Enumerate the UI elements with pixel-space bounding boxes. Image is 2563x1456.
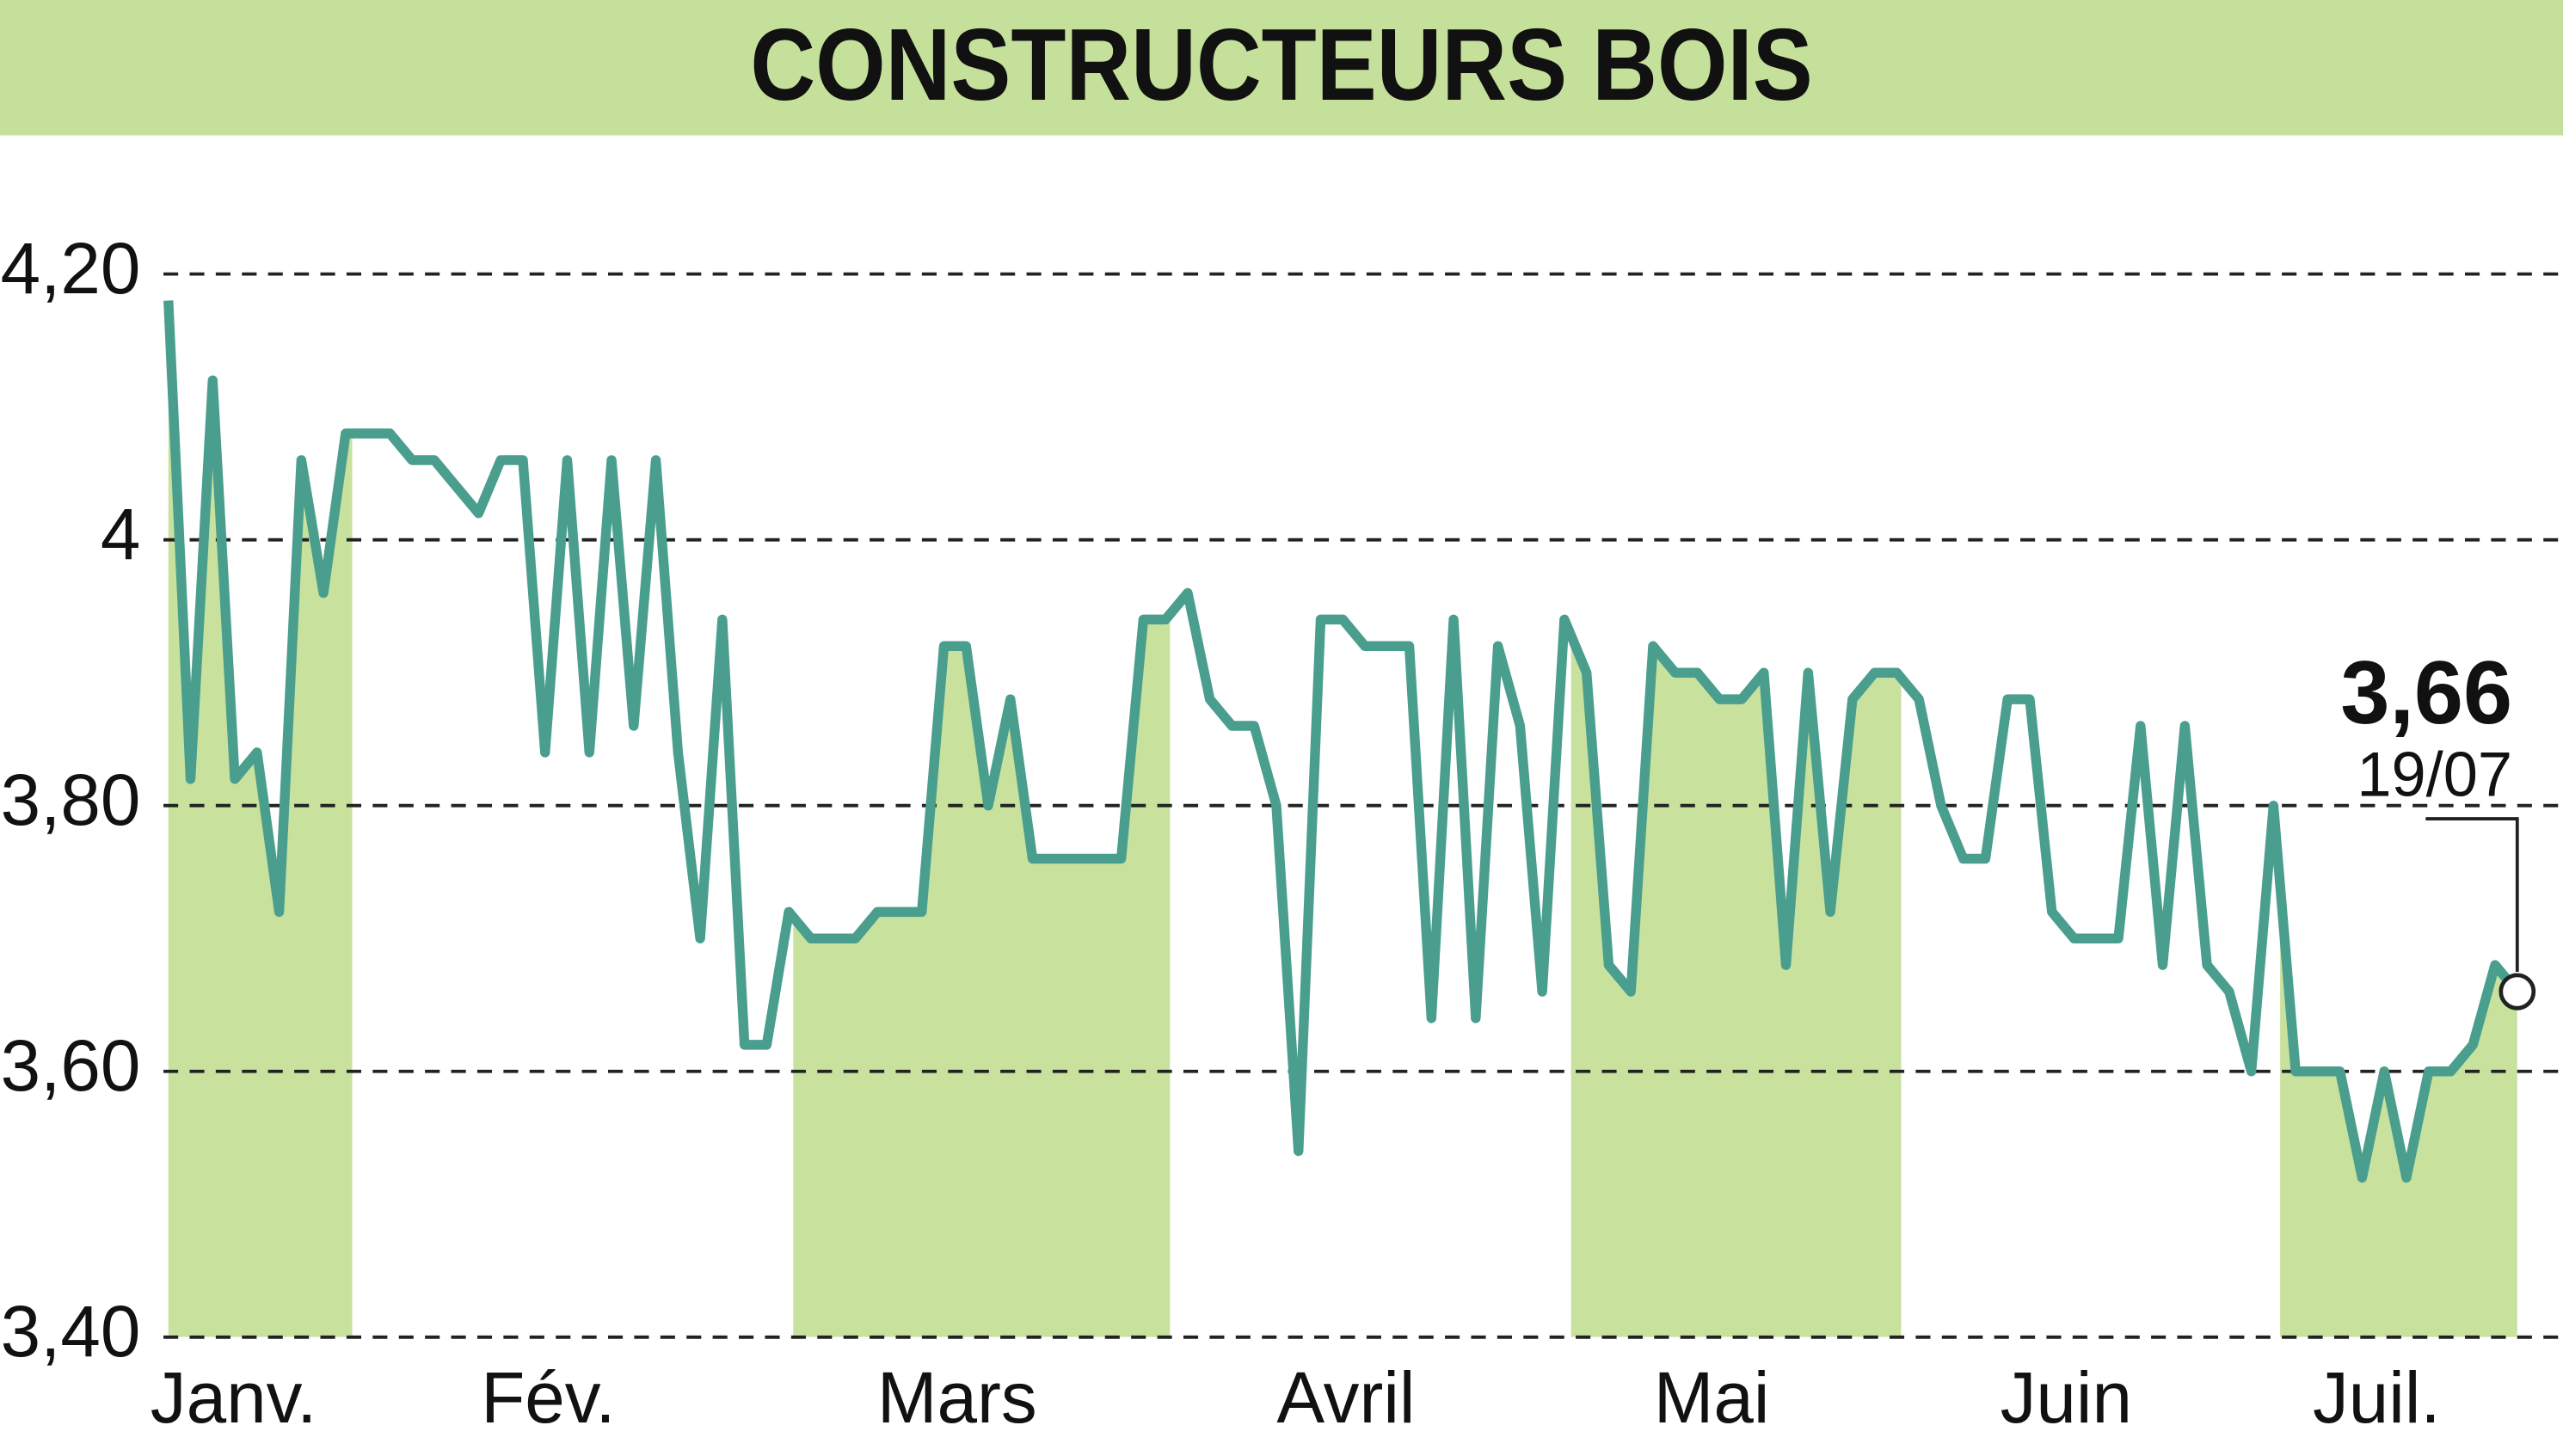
y-tick-label: 4 <box>101 494 141 574</box>
y-tick-label: 3,60 <box>1 1025 141 1106</box>
x-tick-label: Janv. <box>151 1357 317 1438</box>
annotation-leader <box>2425 817 2519 973</box>
x-tick-label: Mai <box>1654 1357 1770 1438</box>
x-tick-label: Mars <box>877 1357 1037 1438</box>
x-tick-label: Juil. <box>2313 1357 2441 1438</box>
last-date-label: 19/07 <box>2357 740 2512 809</box>
last-point <box>2498 973 2536 1011</box>
price-line <box>163 300 2522 1183</box>
chart-title: CONSTRUCTEURS BOIS <box>750 8 1812 122</box>
x-tick-label: Avril <box>1276 1357 1415 1438</box>
y-tick-label: 3,80 <box>1 759 141 840</box>
last-value-label: 3,66 <box>2340 643 2512 743</box>
x-tick-label: Fév. <box>481 1357 615 1438</box>
x-tick-label: Juin <box>2001 1357 2132 1438</box>
y-tick-label: 4,20 <box>1 228 141 309</box>
title-bar <box>0 0 2563 136</box>
y-tick-label: 3,40 <box>1 1291 141 1372</box>
